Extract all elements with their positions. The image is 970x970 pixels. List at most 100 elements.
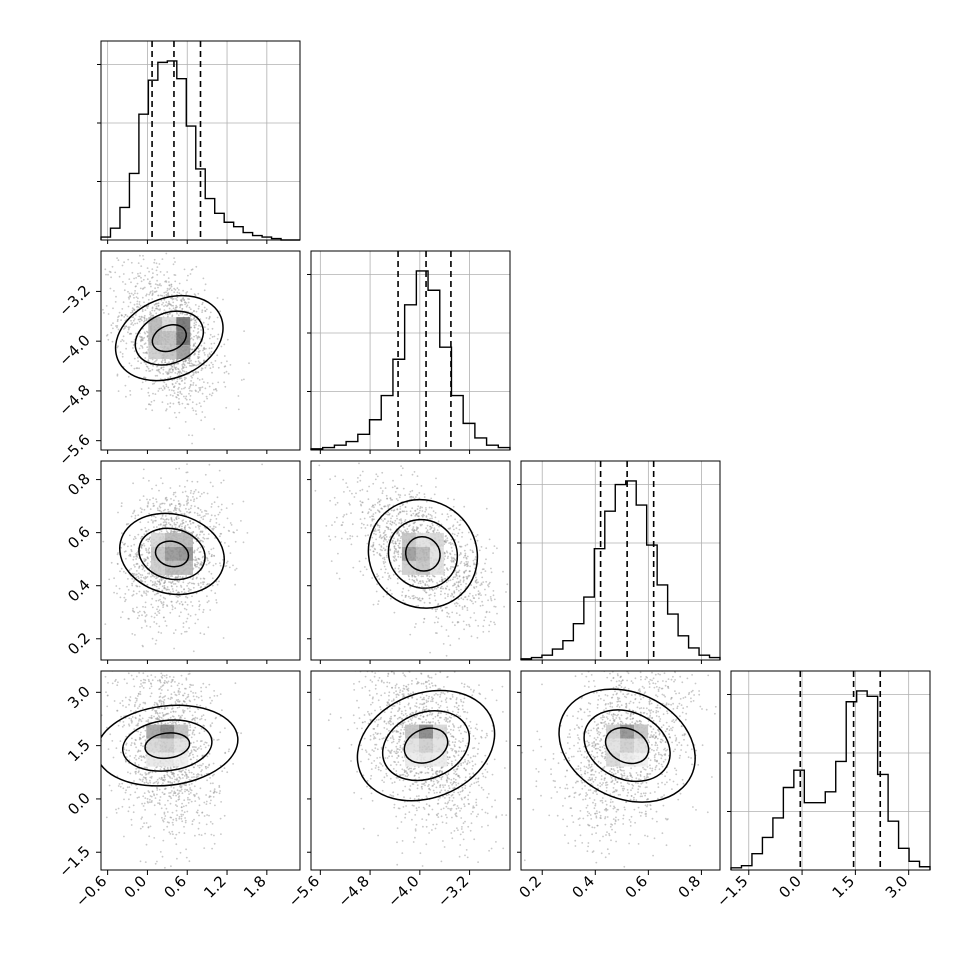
scatter-point [207, 328, 210, 331]
scatter-point [121, 532, 123, 535]
scatter-point [173, 291, 176, 293]
scatter-point [134, 517, 137, 520]
scatter-point [181, 307, 184, 310]
scatter-point [206, 601, 209, 604]
scatter-point [452, 560, 455, 563]
scatter-point [160, 689, 163, 691]
scatter-point [137, 262, 140, 264]
contour-line [367, 498, 479, 609]
scatter-point [118, 311, 121, 314]
scatter-point [177, 370, 180, 373]
scatter-point [140, 276, 142, 279]
scatter-point [136, 306, 138, 308]
scatter-point [154, 582, 157, 585]
scatter-point [389, 597, 392, 600]
scatter-point [422, 575, 424, 578]
scatter-point [141, 310, 144, 313]
scatter-point [145, 530, 148, 533]
scatter-point [143, 570, 146, 572]
scatter-point [378, 525, 381, 527]
scatter-point [169, 402, 172, 405]
scatter-point [168, 288, 171, 291]
scatter-point [487, 585, 490, 588]
scatter-point [360, 504, 363, 507]
scatter-point [168, 576, 170, 579]
scatter-point [197, 796, 200, 799]
scatter-point [426, 529, 429, 531]
scatter-point [200, 369, 203, 372]
scatter-point [445, 535, 447, 537]
scatter-point [388, 513, 391, 516]
scatter-point [431, 522, 433, 525]
scatter-point [336, 501, 339, 504]
scatter-point [205, 317, 208, 319]
scatter-point [199, 389, 201, 392]
scatter-point [173, 523, 176, 526]
scatter-point [143, 610, 146, 613]
scatter-point [402, 510, 405, 513]
scatter-point [137, 707, 139, 709]
scatter-point [140, 744, 142, 747]
scatter-point [197, 557, 200, 560]
scatter-point [418, 497, 421, 500]
scatter-point [371, 505, 374, 508]
scatter-point [401, 591, 404, 593]
scatter-point [472, 597, 475, 599]
scatter-point [133, 564, 135, 566]
scatter-point [178, 503, 180, 506]
scatter-point [170, 304, 173, 307]
scatter-point [462, 581, 465, 583]
scatter-point [446, 568, 449, 571]
scatter-point [359, 500, 362, 503]
scatter-point [188, 362, 190, 364]
scatter-point [414, 581, 416, 583]
scatter-point [133, 573, 136, 575]
scatter-point [166, 403, 169, 405]
scatter-point [147, 391, 150, 394]
scatter-point [191, 401, 194, 404]
scatter-point [129, 553, 131, 556]
scatter-point [155, 262, 158, 265]
scatter-point [157, 605, 160, 608]
scatter-point [171, 588, 174, 590]
scatter-point [193, 582, 196, 585]
scatter-point [484, 594, 487, 596]
scatter-point [183, 512, 186, 515]
scatter-point [130, 319, 132, 322]
scatter-point [188, 306, 191, 309]
scatter-point [425, 580, 428, 583]
scatter-point [198, 402, 201, 404]
scatter-point [367, 511, 370, 513]
scatter-point [464, 596, 467, 598]
scatter-point [145, 293, 148, 296]
scatter-point [395, 498, 398, 500]
scatter-point [125, 347, 127, 350]
scatter-point [178, 779, 180, 782]
scatter-point [178, 530, 181, 533]
scatter-point [173, 781, 176, 783]
scatter-point [172, 394, 174, 397]
scatter-point [123, 835, 125, 838]
scatter-point [482, 568, 485, 570]
scatter-point [167, 386, 170, 389]
scatter-point [168, 370, 170, 372]
scatter-point [146, 576, 149, 578]
scatter-point [155, 312, 158, 315]
scatter-point [141, 528, 143, 531]
scatter-point [199, 564, 202, 566]
scatter-point [209, 333, 212, 336]
scatter-point [453, 558, 456, 561]
scatter-point [449, 541, 452, 544]
scatter-point [394, 555, 396, 557]
scatter-point [142, 477, 145, 479]
scatter-point [194, 526, 197, 528]
scatter-point [157, 369, 160, 372]
scatter-point [140, 594, 143, 597]
scatter-point [171, 777, 174, 780]
scatter-point [88, 367, 90, 369]
scatter-point [399, 556, 402, 559]
histogram-grid-0 [101, 41, 300, 240]
scatter-point [465, 569, 468, 572]
scatter-point [91, 554, 93, 556]
scatter-point [211, 327, 214, 330]
